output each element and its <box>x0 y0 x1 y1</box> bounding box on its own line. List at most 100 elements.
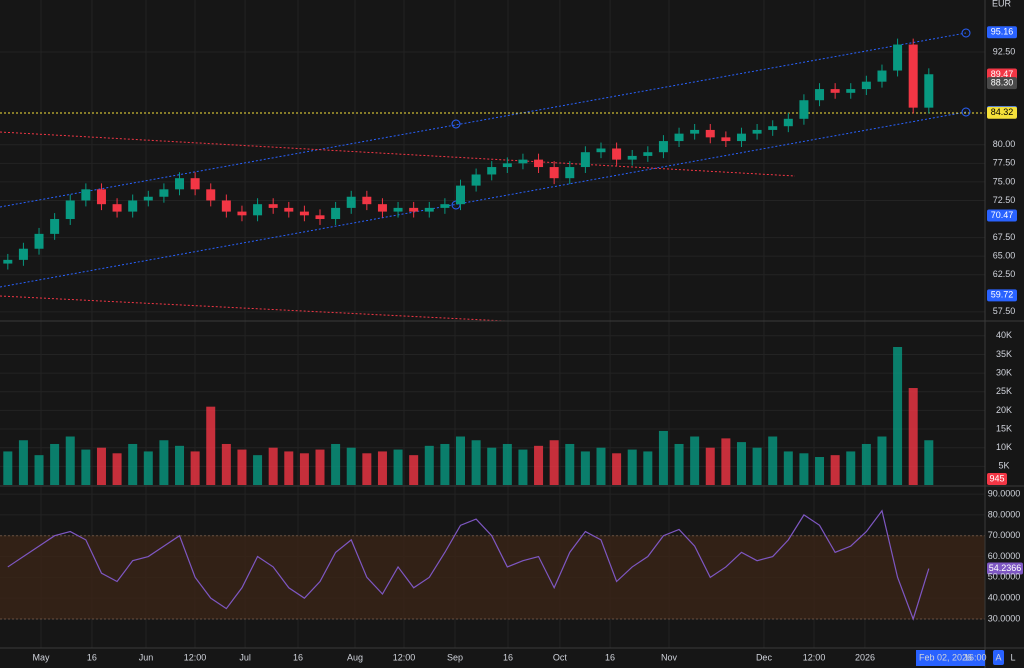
y-tick-label: 35K <box>996 349 1012 359</box>
volume-bar <box>455 436 465 485</box>
y-tick-label: 77.50 <box>993 158 1016 168</box>
volume-bar <box>487 447 497 485</box>
volume-bar <box>34 455 44 485</box>
candle-body <box>893 44 903 71</box>
volume-bar <box>534 445 544 485</box>
volume-bar <box>96 447 106 485</box>
candle-body <box>861 81 871 90</box>
y-tick-label: 25K <box>996 386 1012 396</box>
volume-bar <box>674 443 684 485</box>
volume-bar <box>50 443 60 485</box>
y-tick-label: 90.0000 <box>988 488 1021 498</box>
price-tag <box>987 106 1017 119</box>
candle-body <box>65 200 75 220</box>
volume-bar <box>221 443 231 485</box>
volume-bar <box>346 447 356 485</box>
candle-body <box>128 200 138 212</box>
cursor-label <box>916 650 985 666</box>
volume-bar <box>424 445 434 485</box>
price-tag-label: 95.16 <box>991 27 1014 37</box>
candle-body <box>674 133 684 142</box>
volume-bar <box>81 449 91 485</box>
volume-bar <box>627 449 637 485</box>
volume-bar <box>768 436 778 485</box>
volume-bar <box>175 445 185 485</box>
volume-tag <box>987 473 1007 485</box>
cursor-date: Feb 02, 2026 <box>919 652 972 662</box>
candle-body <box>299 211 309 216</box>
y-tick-label: 50.0000 <box>988 572 1021 582</box>
volume-bar <box>190 451 200 485</box>
candle-body <box>284 207 294 212</box>
volume-bar <box>924 440 934 485</box>
anchor[interactable] <box>961 28 971 38</box>
volume-bar <box>658 430 668 485</box>
y-tick-label: 57.50 <box>993 306 1016 316</box>
candle-body <box>206 189 216 201</box>
channel-upper <box>0 32 967 208</box>
volume-bar <box>549 440 559 485</box>
x-tick-label: 12:00 <box>184 652 207 662</box>
anchor[interactable] <box>451 119 461 129</box>
volume-bar <box>612 453 622 485</box>
auto-button[interactable] <box>993 650 1004 665</box>
volume-tag-label: 945 <box>989 473 1004 483</box>
log-button-label[interactable]: L <box>1010 652 1015 662</box>
y-tick-label: 80.0000 <box>988 509 1021 519</box>
volume-bar <box>128 443 138 485</box>
anchor[interactable] <box>961 107 971 117</box>
y-tick-label: 62.50 <box>993 269 1016 279</box>
candle-body <box>112 204 122 212</box>
candle-body <box>221 200 231 212</box>
candle-body <box>580 152 590 168</box>
currency[interactable]: EUR <box>992 0 1012 8</box>
candle-body <box>362 196 372 205</box>
cursor-time: 16:00 <box>964 652 987 662</box>
volume-bar <box>565 443 575 485</box>
price-tag <box>987 26 1017 39</box>
candle-body <box>643 152 653 156</box>
x-tick-label: 16 <box>293 652 303 662</box>
volume-bar <box>65 436 75 485</box>
candle-body <box>736 133 746 142</box>
candle-body <box>924 74 934 108</box>
candle-body <box>534 159 544 168</box>
candle-body <box>3 259 13 264</box>
candle-body <box>908 44 918 108</box>
y-tick-label: 30.0000 <box>988 613 1021 623</box>
volume-bar <box>409 455 419 485</box>
x-tick-label: Dec <box>756 652 773 662</box>
price-tag <box>987 209 1017 222</box>
candle-body <box>253 204 263 216</box>
price-tag-label: 84.32 <box>991 107 1014 117</box>
trend-line <box>0 295 506 322</box>
price-tag-label: 88.30 <box>991 78 1014 88</box>
candle-body <box>783 118 793 127</box>
rsi-tag <box>987 562 1023 575</box>
auto-button-label[interactable]: A <box>995 652 1001 662</box>
volume-bar <box>440 443 450 485</box>
candle-body <box>237 211 247 216</box>
volume-bar <box>721 438 731 485</box>
candle-body <box>440 204 450 208</box>
rsi-tag-label: 54.2366 <box>989 563 1022 573</box>
candle-body <box>377 204 387 212</box>
candle-body <box>627 155 637 160</box>
volume-bar <box>815 457 825 485</box>
candle-body <box>799 100 809 119</box>
x-tick-label: 12:00 <box>393 652 416 662</box>
price-tag <box>987 289 1017 302</box>
candle-body <box>487 167 497 175</box>
candle-body <box>830 89 840 93</box>
trend-line <box>0 131 796 177</box>
x-tick-label: Aug <box>347 652 363 662</box>
volume-bar <box>237 449 247 485</box>
y-tick-label: 65.00 <box>993 251 1016 261</box>
volume-bar <box>893 346 903 485</box>
candle-body <box>268 204 278 208</box>
volume-bar <box>799 453 809 485</box>
volume-bar <box>268 447 278 485</box>
y-tick-label: 40K <box>996 330 1012 340</box>
candle-body <box>346 196 356 208</box>
